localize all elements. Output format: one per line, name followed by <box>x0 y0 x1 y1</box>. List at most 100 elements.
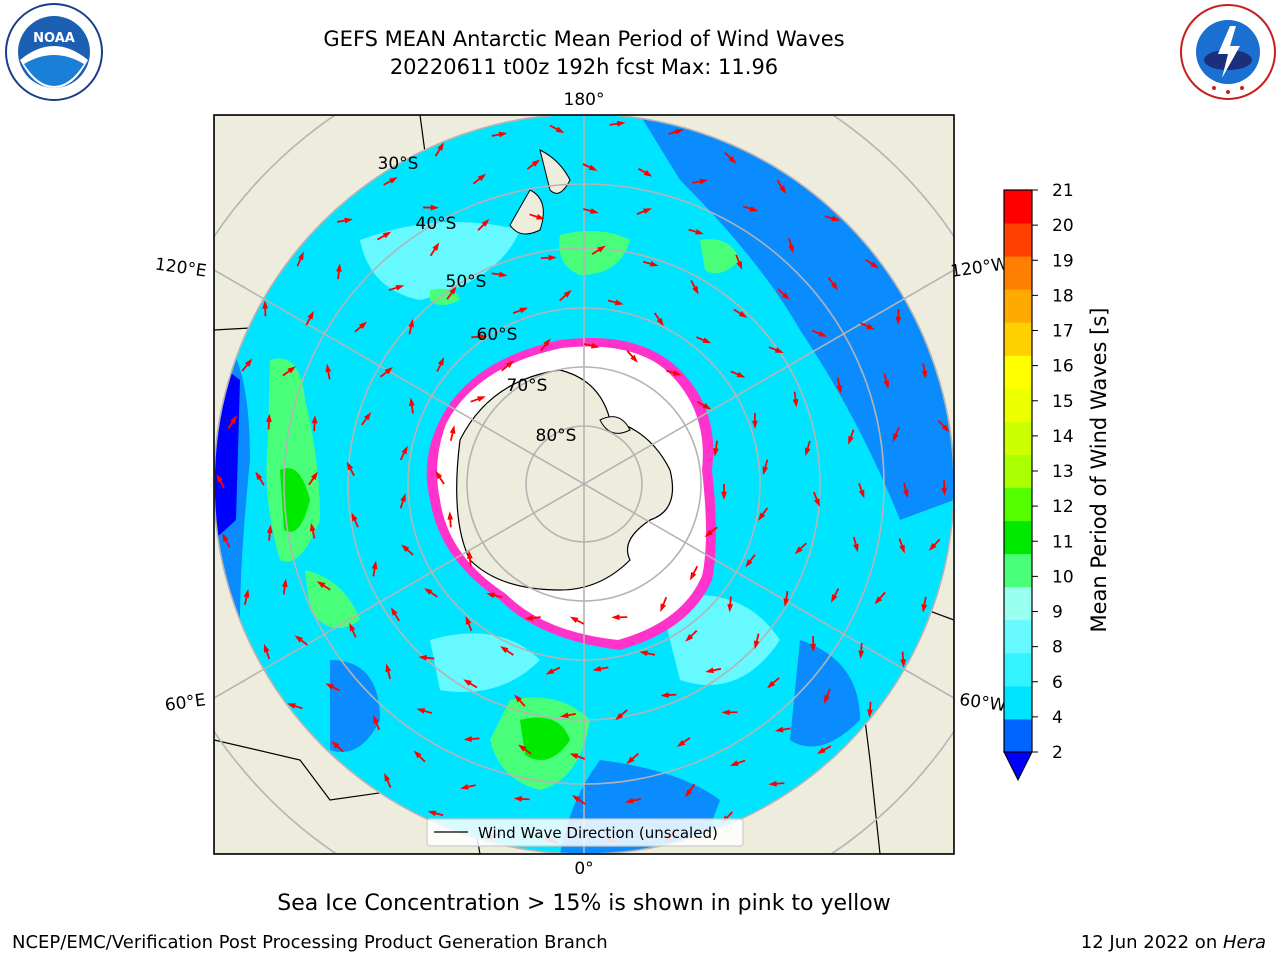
colorbar-segment <box>1004 256 1032 290</box>
wind-arrow-head <box>590 342 600 349</box>
colorbar-tick-label: 19 <box>1052 251 1074 271</box>
wind-arrow-head <box>702 402 712 410</box>
title-line-2: 20220611 t00z 192h fcst Max: 11.96 <box>389 55 779 79</box>
wind-arrow-head <box>543 338 551 347</box>
wind-arrow-head <box>311 415 318 424</box>
colorbar-segment <box>1004 520 1032 555</box>
colorbar-segment <box>1004 619 1032 654</box>
wind-arrow-head <box>928 542 937 551</box>
title-line-1: GEFS MEAN Antarctic Mean Period of Wind … <box>323 27 845 51</box>
wind-arrow-head <box>390 607 398 616</box>
wind-arrow-head <box>413 750 422 759</box>
wind-arrows <box>216 120 950 844</box>
wind-arrow-head <box>630 354 638 363</box>
colorbar-tick-label: 14 <box>1052 427 1074 447</box>
lat-label-50s: 50°S <box>446 272 487 292</box>
noaa-logo: NOAA <box>5 3 103 101</box>
colorbar-tick-label: 10 <box>1052 567 1074 587</box>
wind-arrow-head <box>672 370 682 376</box>
colorbar-tick-label: 8 <box>1052 638 1063 658</box>
colorbar-tick-label: 21 <box>1052 181 1074 201</box>
wind-arrow-head <box>867 709 873 718</box>
wind-arrow-head <box>779 185 787 194</box>
wind-arrow-head <box>848 435 854 445</box>
wind-arrow-head <box>307 310 314 320</box>
wind-arrow-head <box>325 363 332 373</box>
wind-arrow-head <box>824 695 830 704</box>
wind-arrow-head <box>287 703 296 709</box>
wind-arrow-head <box>615 712 624 721</box>
wind-arrow-head <box>883 380 890 389</box>
wind-arrow-head <box>858 650 865 659</box>
wind-arrow-head <box>463 736 472 742</box>
wind-arrow-head <box>783 598 790 607</box>
wind-arrow-head <box>689 571 697 581</box>
wind-arrow-head <box>870 261 879 269</box>
wind-arrow-head <box>721 491 727 500</box>
wind-arrow-head <box>660 692 669 698</box>
colorbar-tick-label: 20 <box>1052 216 1074 236</box>
wind-arrow-head <box>569 753 579 760</box>
wind-arrow-head <box>774 347 784 353</box>
wind-arrow-head <box>287 366 296 374</box>
wind-arrow-head <box>563 289 572 298</box>
wind-arrow-head <box>611 614 620 621</box>
wind-arrow-head <box>588 164 598 171</box>
wind-arrow-head <box>336 263 342 272</box>
wind-arrow-head <box>660 603 667 613</box>
wind-arrow-head <box>389 177 398 184</box>
wind-arrow-head <box>649 260 659 267</box>
wind-arrow-head <box>721 709 730 716</box>
wind-arrow-head <box>427 810 437 817</box>
wind-arrow-head <box>536 214 545 220</box>
wind-arrow-head <box>519 307 529 314</box>
colorbar-segment <box>1004 487 1032 522</box>
wind-arrow-head <box>465 616 472 625</box>
wind-arrow-head <box>316 581 326 589</box>
wind-arrow-head <box>818 330 828 337</box>
colorbar-tick-label: 6 <box>1052 673 1063 693</box>
map-legend: Wind Wave Direction (unscaled) <box>426 818 744 847</box>
colorbar-segment <box>1004 388 1032 422</box>
sea-ice-caption: Sea Ice Concentration > 15% is shown in … <box>277 891 891 916</box>
colorbar-segment <box>1004 223 1032 257</box>
wind-arrow-head <box>729 760 739 766</box>
graticule <box>214 115 954 854</box>
wind-arrow-head <box>344 217 353 224</box>
wind-arrow-head <box>794 546 803 555</box>
wind-arrow-head <box>449 286 457 295</box>
colorbar-segment <box>1004 289 1032 323</box>
wind-arrow-head <box>597 245 606 253</box>
wind-arrow-head <box>830 281 838 291</box>
wind-arrow-head <box>685 633 694 642</box>
colorbar-segment <box>1004 718 1032 753</box>
wind-arrow-head <box>481 218 490 227</box>
wind-arrow-head <box>463 679 472 686</box>
lon-label-120e: 120°E <box>154 255 208 282</box>
colorbar-tick-label: 15 <box>1052 392 1074 412</box>
lat-label-70s: 70°S <box>507 376 548 396</box>
wind-arrow-head <box>430 204 440 211</box>
wind-arrow-head <box>498 131 508 138</box>
wind-arrow-head <box>409 397 415 407</box>
lon-label-0: 0° <box>574 859 593 879</box>
wind-arrow-head <box>626 756 635 765</box>
footer-credit: NCEP/EMC/Verification Post Processing Pr… <box>12 932 608 953</box>
wind-arrow-head <box>727 603 734 613</box>
wind-arrow-head <box>749 205 759 212</box>
lat-label-60s: 60°S <box>477 325 518 345</box>
wind-arrow-head <box>514 694 522 703</box>
wind-arrow-head <box>294 635 303 643</box>
wind-arrow-head <box>401 544 410 552</box>
wind-arrow-head <box>524 615 534 621</box>
wind-arrow-head <box>325 683 335 690</box>
wind-arrow-head <box>816 747 826 754</box>
wind-arrow-head <box>921 370 928 380</box>
colorbar-label: Mean Period of Wind Waves [s] <box>1087 308 1111 633</box>
colorbar-segment <box>1004 685 1032 720</box>
legend-label: Wind Wave Direction (unscaled) <box>478 824 718 842</box>
wind-arrow-head <box>477 173 487 182</box>
colorbar-under-arrow <box>1003 751 1033 782</box>
wind-arrow-head <box>736 261 743 270</box>
wind-arrow-head <box>616 120 626 127</box>
